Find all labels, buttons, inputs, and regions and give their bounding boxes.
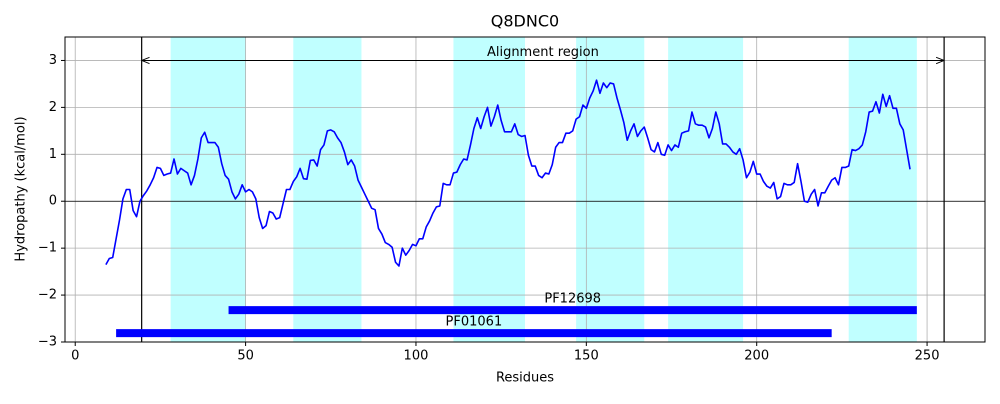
y-tick-label: −1 <box>38 241 57 256</box>
y-tick-label: 3 <box>49 53 57 68</box>
y-tick-label: 1 <box>49 147 57 162</box>
x-tick-label: 150 <box>574 349 599 364</box>
domain-label: PF01061 <box>446 315 503 330</box>
x-axis-label: Residues <box>496 371 554 386</box>
annotation-label: Alignment region <box>487 45 599 60</box>
y-tick-label: 2 <box>49 100 57 115</box>
y-tick-label: −2 <box>38 288 57 303</box>
x-tick-label: 250 <box>915 349 940 364</box>
x-tick-label: 100 <box>404 349 429 364</box>
x-tick-label: 0 <box>71 349 79 364</box>
shaded-region <box>170 37 246 342</box>
plot-area <box>65 37 985 342</box>
shaded-region <box>576 37 645 342</box>
axes-frame <box>64 36 986 343</box>
shaded-region <box>293 37 362 342</box>
chart-title: Q8DNC0 <box>491 12 559 31</box>
x-tick-label: 50 <box>237 349 254 364</box>
y-axis-label: Hydropathy (kcal/mol) <box>14 116 29 261</box>
shaded-region <box>453 37 525 342</box>
hydropathy-line <box>105 79 911 267</box>
domain-label: PF12698 <box>544 292 601 307</box>
shaded-region <box>848 37 917 342</box>
y-tick-label: −3 <box>38 335 57 350</box>
x-tick-label: 200 <box>744 349 769 364</box>
shaded-region <box>668 37 744 342</box>
y-tick-label: 0 <box>49 194 57 209</box>
